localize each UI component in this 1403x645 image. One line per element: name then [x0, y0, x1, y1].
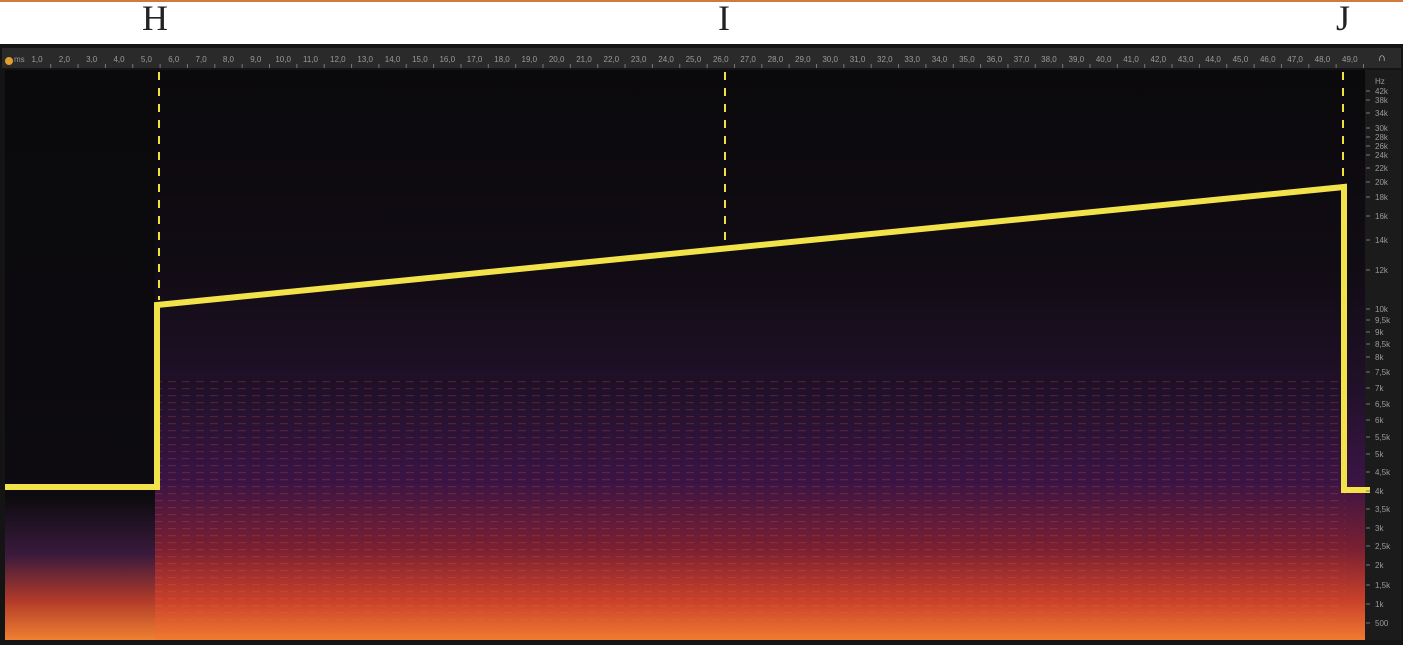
time-unit: ms [14, 55, 25, 64]
time-label: 48,0 [1315, 55, 1331, 64]
time-label: 8,0 [223, 55, 235, 64]
frequency-label: 6k [1375, 416, 1384, 425]
frequency-label: 5,5k [1375, 433, 1391, 442]
time-label: 49,0 [1342, 55, 1358, 64]
frequency-label: 2,5k [1375, 542, 1391, 551]
markers [158, 72, 1344, 300]
headphone-icon[interactable]: ∩ [1378, 52, 1386, 64]
time-label: 3,0 [86, 55, 98, 64]
frequency-label: 4,5k [1375, 468, 1391, 477]
frequency-label: 5k [1375, 450, 1384, 459]
frequency-unit: Hz [1375, 77, 1385, 86]
time-label: 17,0 [467, 55, 483, 64]
frequency-label: 9,5k [1375, 316, 1391, 325]
time-label: 18,0 [494, 55, 510, 64]
frequency-label: 12k [1375, 266, 1389, 275]
time-label: 9,0 [250, 55, 262, 64]
time-label: 33,0 [904, 55, 920, 64]
frequency-label: 9k [1375, 328, 1384, 337]
time-label: 22,0 [604, 55, 620, 64]
time-label: 45,0 [1233, 55, 1249, 64]
frequency-label: 26k [1375, 142, 1389, 151]
time-ruler [2, 48, 1401, 68]
frequency-label: 6,5k [1375, 400, 1391, 409]
spectrogram-silence [5, 70, 155, 640]
time-label: 13,0 [357, 55, 373, 64]
frequency-label: 7k [1375, 384, 1384, 393]
time-label: 25,0 [686, 55, 702, 64]
frequency-label: 2k [1375, 561, 1384, 570]
top-border [0, 0, 1403, 2]
frequency-label: 28k [1375, 133, 1389, 142]
annotation: H [142, 0, 168, 38]
playhead-marker[interactable] [5, 57, 13, 65]
frequency-label: 3k [1375, 524, 1384, 533]
frequency-label: 1,5k [1375, 581, 1391, 590]
time-label: 14,0 [385, 55, 401, 64]
labels: H I J ms Hz 1,0 2,0 3,0 4,0 5,0 6,0 7,0 8,0 9,0 1… [14, 0, 1391, 628]
time-label: 6,0 [168, 55, 180, 64]
time-label: 36,0 [986, 55, 1002, 64]
frequency-label: 22k [1375, 164, 1389, 173]
time-label: 20,0 [549, 55, 565, 64]
time-label: 23,0 [631, 55, 647, 64]
frequency-label: 10k [1375, 305, 1389, 314]
frequency-label: 3,5k [1375, 505, 1391, 514]
time-label: 12,0 [330, 55, 346, 64]
time-label: 4,0 [113, 55, 125, 64]
frequency-label: 16k [1375, 212, 1389, 221]
time-label: 31,0 [850, 55, 866, 64]
time-label: 19,0 [522, 55, 538, 64]
frequency-envelope [5, 183, 1370, 493]
frequency-label: 1k [1375, 600, 1384, 609]
time-label: 32,0 [877, 55, 893, 64]
time-label: 34,0 [932, 55, 948, 64]
time-label: 11,0 [303, 55, 319, 64]
time-label: 38,0 [1041, 55, 1057, 64]
time-label: 26,0 [713, 55, 729, 64]
time-label: 39,0 [1069, 55, 1085, 64]
time-label: 30,0 [822, 55, 838, 64]
frequency-label: 30k [1375, 124, 1389, 133]
spectrogram-harmonics [155, 380, 1345, 640]
time-label: 2,0 [59, 55, 71, 64]
time-label: 1,0 [31, 55, 43, 64]
time-label: 35,0 [959, 55, 975, 64]
time-label: 44,0 [1205, 55, 1221, 64]
time-label: 46,0 [1260, 55, 1276, 64]
time-label: 15,0 [412, 55, 428, 64]
frequency-ruler [1365, 70, 1401, 640]
time-label: 27,0 [740, 55, 756, 64]
frequency-label: 42k [1375, 87, 1389, 96]
frequency-label: 500 [1375, 619, 1389, 628]
frequency-label: 7,5k [1375, 368, 1391, 377]
time-label: 24,0 [658, 55, 674, 64]
time-label: 40,0 [1096, 55, 1112, 64]
frequency-label: 14k [1375, 236, 1389, 245]
frequency-label: 18k [1375, 193, 1389, 202]
time-label: 47,0 [1287, 55, 1303, 64]
time-label: 21,0 [576, 55, 592, 64]
time-label: 28,0 [768, 55, 784, 64]
time-label: 10,0 [275, 55, 291, 64]
time-label: 41,0 [1123, 55, 1139, 64]
time-label: 29,0 [795, 55, 811, 64]
time-label: 42,0 [1151, 55, 1167, 64]
annotation: J [1336, 0, 1350, 38]
frequency-label: 8k [1375, 353, 1384, 362]
frequency-label: 34k [1375, 109, 1389, 118]
time-label: 37,0 [1014, 55, 1030, 64]
time-label: 5,0 [141, 55, 153, 64]
time-label: 16,0 [439, 55, 455, 64]
frequency-label: 24k [1375, 151, 1389, 160]
time-label: 7,0 [196, 55, 208, 64]
frequency-label: 20k [1375, 178, 1389, 187]
frequency-label: 4k [1375, 487, 1384, 496]
frequency-label: 8,5k [1375, 340, 1391, 349]
frequency-label: 38k [1375, 96, 1389, 105]
annotation: I [718, 0, 730, 38]
time-label: 43,0 [1178, 55, 1194, 64]
